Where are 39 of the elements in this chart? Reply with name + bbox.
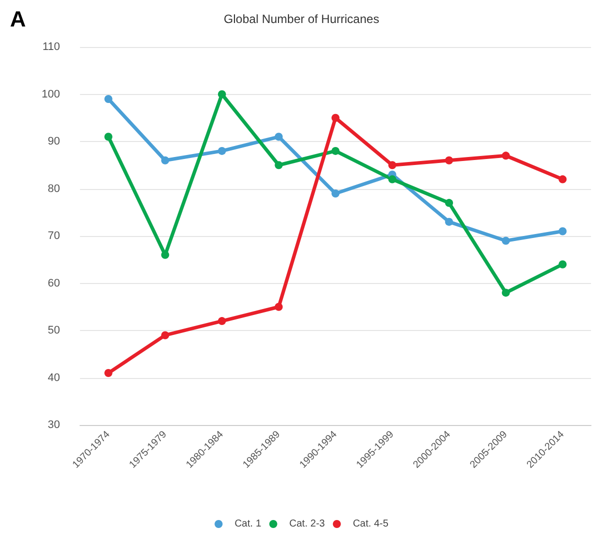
point (161, 331, 170, 340)
point (388, 161, 396, 170)
legend-label: Cat. 1 (234, 518, 262, 530)
point (274, 302, 283, 311)
y-tick-label: 60 (48, 277, 60, 290)
point (104, 94, 112, 103)
text: A (10, 6, 26, 32)
point (332, 189, 340, 198)
point (274, 161, 283, 170)
point (332, 114, 340, 122)
y-tick-label: 40 (48, 372, 60, 384)
point (445, 198, 454, 207)
point (558, 260, 567, 268)
point (218, 146, 226, 155)
y-tick-label: 100 (42, 88, 60, 100)
y-tick-label: 90 (48, 136, 60, 148)
point (104, 132, 112, 141)
point (502, 288, 510, 297)
y-tick-label: 70 (48, 230, 60, 242)
y-tick-label: 30 (48, 419, 60, 431)
point (502, 152, 510, 160)
legend-label: Cat. 2-3 (289, 518, 326, 530)
y-tick-label: 80 (48, 182, 60, 195)
point (445, 218, 454, 226)
y-tick-label: 110 (42, 41, 60, 53)
point (558, 175, 567, 184)
point (388, 175, 396, 184)
point (274, 132, 283, 141)
point (104, 369, 112, 378)
point (558, 227, 567, 236)
point (445, 156, 454, 164)
point (161, 156, 170, 164)
y-tick-label: 50 (48, 324, 60, 336)
point (332, 146, 340, 155)
point (218, 317, 226, 326)
point (502, 236, 510, 245)
legend-label: Cat. 4-5 (352, 518, 389, 530)
point (218, 90, 226, 98)
chart-title: Global Number of Hurricanes (224, 12, 380, 26)
